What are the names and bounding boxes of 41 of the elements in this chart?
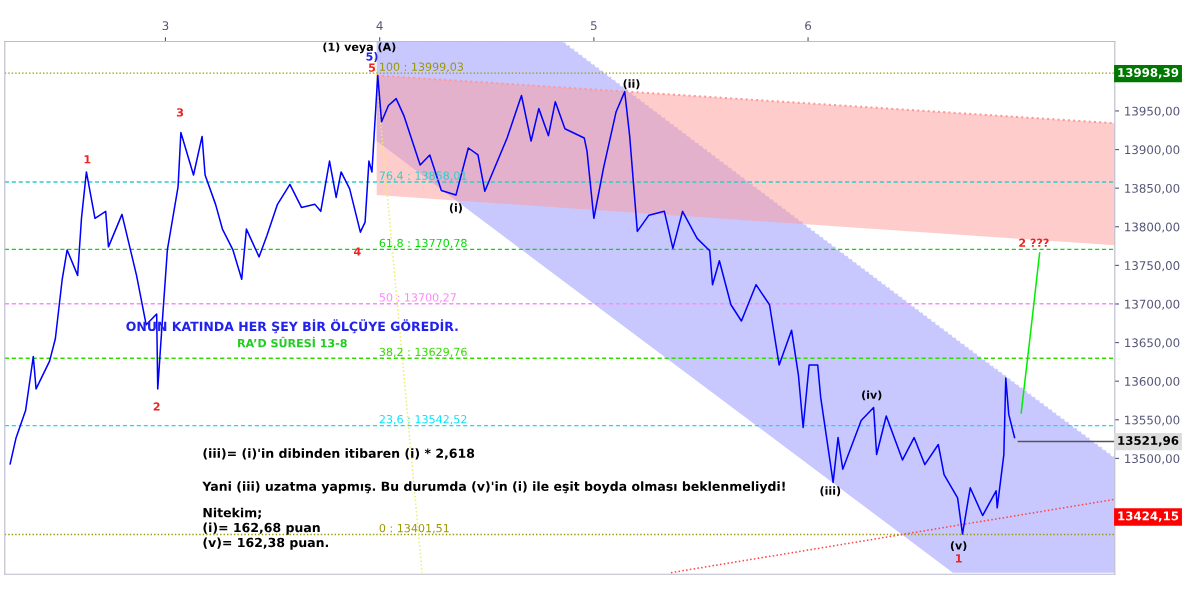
annotation: 3 [176, 108, 184, 117]
ref-line-label: 61,8 : 13770,78 [379, 238, 467, 249]
annotation: (ii) [623, 79, 640, 90]
ref-line-label: 100 : 13999,03 [380, 62, 464, 73]
y-tick-label: 13800,00 [1125, 222, 1180, 233]
text: 13998,39 [1118, 68, 1179, 79]
x-tick-label: 6 [805, 21, 812, 31]
y-tick-label: 13550,00 [1125, 415, 1180, 426]
text: 13521,96 [1118, 436, 1179, 447]
ref-line-label: 38,2 : 13629,76 [379, 347, 467, 358]
ref-line-label: 23,6 : 13542,52 [379, 415, 467, 425]
annotation: Nitekim; (i)= 162,68 puan (v)= 162,38 puan. [203, 507, 329, 550]
y-tick-label: 13750,00 [1125, 261, 1180, 272]
annotation: (iii) [820, 486, 841, 497]
y-tick-label: 13600,00 [1125, 376, 1180, 388]
annotation: 2 [153, 402, 160, 411]
annotation: (iii)= (i)'in dibinden itibaren (i) * 2,618 [203, 448, 475, 460]
y-tick-label: 13950,00 [1125, 106, 1180, 117]
line-series [9, 74, 1016, 535]
annotation: 5 [368, 63, 376, 72]
x-tick-label: 3 [162, 21, 169, 31]
text: 13424,15 [1118, 511, 1179, 522]
x-tick-label: 5 [591, 21, 597, 31]
annotation: 2 ??? [1019, 238, 1049, 247]
x-tick-label: 4 [376, 21, 383, 30]
y-tick-label: 13850,00 [1125, 183, 1180, 195]
y-tick-label: 13650,00 [1125, 338, 1180, 349]
annotation: RA’D SÛRESİ 13-8 [238, 336, 347, 348]
annotation: (i) [449, 203, 462, 214]
ref-line-label: 50 : 13700,27 [379, 293, 456, 303]
annotation: (v) [950, 541, 967, 552]
annotation: 1 [84, 155, 91, 164]
annotation: (iv) [862, 390, 882, 401]
y-tick-label: 13700,00 [1125, 299, 1180, 310]
y-tick-label: 13500,00 [1125, 454, 1180, 465]
annotation: 4 [353, 247, 361, 256]
annotation: 5) [366, 52, 378, 62]
annotation: Yani (iii) uzatma yapmış. Bu durumda (v)'in (i) ile eşit boyda olması beklenmeliydi! [202, 481, 785, 494]
annotation: 1 [956, 554, 962, 563]
y-tick-label: 13900,00 [1125, 145, 1180, 156]
ref-line-label: 0 : 13401,51 [379, 523, 449, 534]
